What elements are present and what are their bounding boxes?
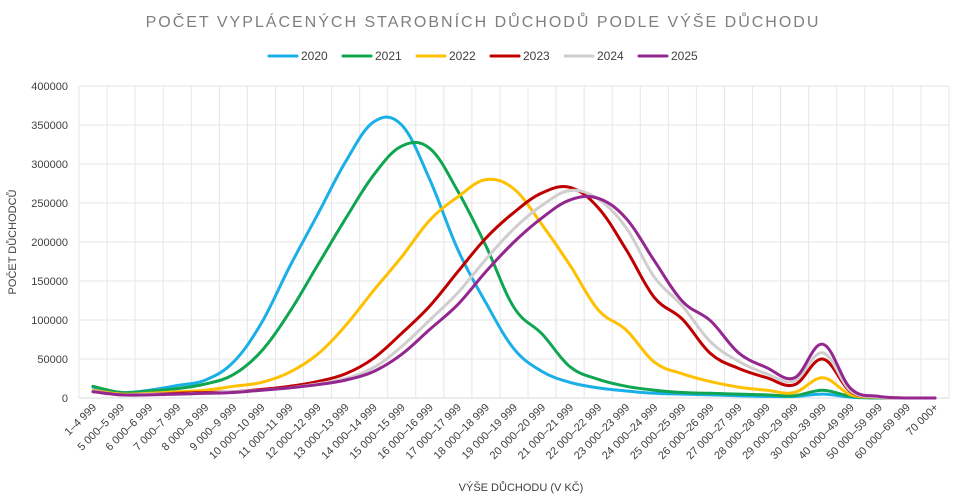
y-axis-label: POČET DŮCHODCŮ (6, 189, 19, 294)
legend-label: 2025 (671, 49, 698, 63)
y-tick-label: 400000 (31, 81, 68, 93)
y-tick-label: 150000 (31, 276, 68, 288)
series-lines (91, 115, 937, 400)
legend: 2020 2021 2022 2023 2024 2025 (267, 49, 698, 63)
legend-label: 2023 (523, 49, 550, 63)
legend-item-2023: 2023 (489, 49, 550, 63)
y-tick-label: 50000 (37, 354, 68, 366)
legend-item-2022: 2022 (415, 49, 476, 63)
gridlines (78, 85, 950, 399)
series-line-2021 (91, 140, 937, 400)
y-tick-label: 300000 (31, 159, 68, 171)
legend-item-2025: 2025 (637, 49, 698, 63)
chart-title: POČET VYPLÁCENÝCH STAROBNÍCH DŮCHODŮ POD… (146, 12, 821, 31)
legend-item-2021: 2021 (341, 49, 402, 63)
legend-label: 2022 (449, 49, 476, 63)
series-line-2025 (91, 194, 937, 400)
legend-item-2024: 2024 (563, 49, 624, 63)
legend-label: 2024 (597, 49, 624, 63)
series-line-2022 (91, 177, 937, 400)
y-tick-label: 100000 (31, 315, 68, 327)
x-axis-label: VÝŠE DŮCHODU (V KČ) (459, 481, 584, 494)
y-tick-label: 250000 (31, 198, 68, 210)
y-axis-ticks: 0 50000 100000 150000 200000 250000 300000 3500… (31, 81, 68, 405)
y-tick-label: 200000 (31, 237, 68, 249)
y-tick-label: 0 (62, 393, 68, 405)
legend-item-2020: 2020 (267, 49, 328, 63)
legend-label: 2021 (375, 49, 402, 63)
legend-label: 2020 (301, 49, 328, 63)
y-tick-label: 350000 (31, 120, 68, 132)
